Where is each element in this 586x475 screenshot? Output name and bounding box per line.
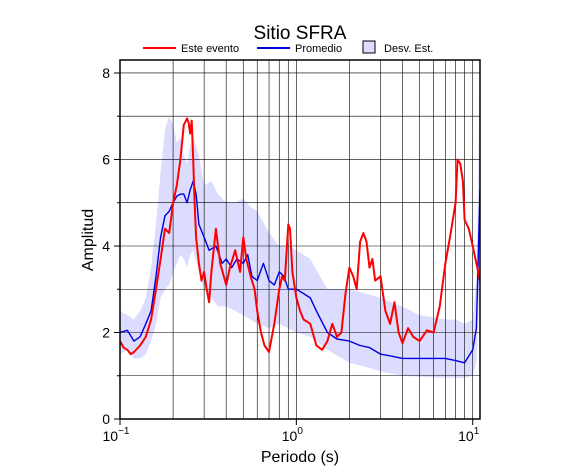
std-band-layer [120, 60, 480, 378]
legend-std-label: Desv. Est. [384, 43, 433, 55]
grid [120, 60, 480, 419]
x-tick-label: 10−1 [103, 426, 130, 444]
y-tick-label: 2 [102, 324, 110, 340]
mean-series-line [120, 180, 480, 364]
y-tick-label: 0 [102, 411, 110, 427]
x-tick-label: 101 [458, 426, 480, 444]
x-tick-label: 100 [282, 426, 304, 444]
event-series-line [120, 117, 480, 356]
legend-std-swatch [362, 40, 376, 54]
chart-title: Sitio SFRA [254, 23, 347, 44]
y-tick-label: 8 [102, 65, 110, 81]
legend-event-label: Este evento [181, 43, 239, 55]
y-tick-label: 6 [102, 151, 110, 167]
x-axis-label: Periodo (s) [261, 449, 339, 466]
y-tick-label: 4 [102, 238, 110, 254]
legend: Este evento Promedio Desv. Est. [143, 40, 433, 55]
plot-frame [119, 59, 481, 420]
legend-mean-label: Promedio [295, 43, 342, 55]
y-axis-label: Amplitud [80, 209, 97, 271]
std-band [120, 60, 480, 378]
series-layer [120, 117, 480, 364]
